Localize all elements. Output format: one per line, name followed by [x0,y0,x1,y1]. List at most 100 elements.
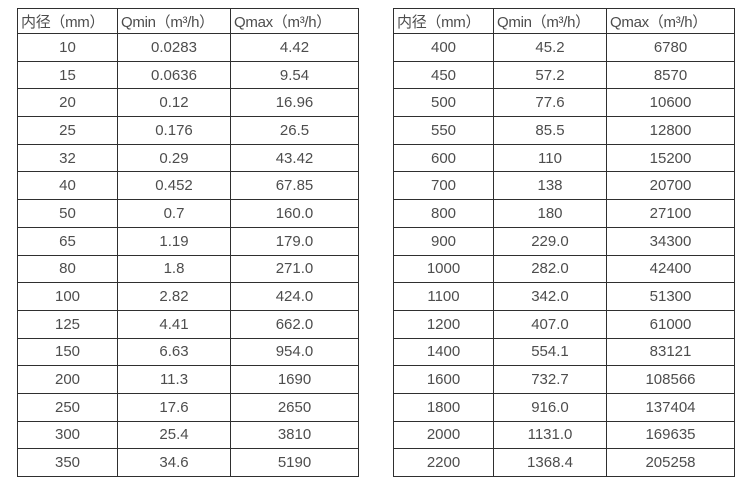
table-cell: 554.1 [493,337,607,367]
table-row: 400 45.2 6780 [393,33,735,62]
column-header: Qmax（m³/h） [230,8,359,34]
table-row: 550 85.5 12800 [393,116,735,145]
table-cell: 1100 [393,282,494,311]
table-cell: 5190 [230,448,359,477]
table-cell: 1600 [393,365,494,394]
table-cell: 11.3 [117,365,231,394]
table-cell: 26.5 [230,116,359,145]
table-cell: 0.452 [117,171,231,201]
table-row: 350 34.6 5190 [17,448,359,477]
table-cell: 125 [17,309,118,339]
table-row: 50 0.7 160.0 [17,199,359,228]
table-cell: 138 [493,171,607,201]
table-cell: 80 [17,254,118,284]
table-cell: 110 [493,143,607,173]
table-cell: 0.0636 [117,60,231,90]
table-cell: 180 [493,199,607,228]
table-cell: 160.0 [230,199,359,228]
table-cell: 10 [17,33,118,62]
table-cell: 400 [393,33,494,62]
table-cell: 42400 [606,254,735,284]
table-row: 600 110 15200 [393,143,735,173]
table-cell: 4.42 [230,33,359,62]
table-cell: 250 [17,392,118,422]
table-row: 2000 1131.0 169635 [393,420,735,450]
column-header: Qmax（m³/h） [606,8,735,34]
table-row: 65 1.19 179.0 [17,226,359,256]
table-row: 15 0.0636 9.54 [17,60,359,90]
table-cell: 8570 [606,60,735,90]
table-cell: 3810 [230,420,359,450]
table-cell: 27100 [606,199,735,228]
table-cell: 2.82 [117,282,231,311]
table-cell: 20700 [606,171,735,201]
table-row: 250 17.6 2650 [17,392,359,422]
table-cell: 424.0 [230,282,359,311]
table-cell: 229.0 [493,226,607,256]
column-header: 内径（mm） [17,8,118,34]
table-cell: 77.6 [493,88,607,118]
table-row: 200 11.3 1690 [17,365,359,394]
table-cell: 6780 [606,33,735,62]
table-cell: 10600 [606,88,735,118]
table-cell: 900 [393,226,494,256]
column-header: Qmin（m³/h） [117,8,231,34]
table-cell: 1.8 [117,254,231,284]
column-header: Qmin（m³/h） [493,8,607,34]
table-cell: 15 [17,60,118,90]
table-row: 300 25.4 3810 [17,420,359,450]
table-cell: 2200 [393,448,494,477]
table-cell: 51300 [606,282,735,311]
table-cell: 32 [17,143,118,173]
table-row: 800 180 27100 [393,199,735,228]
table-cell: 550 [393,116,494,145]
table-cell: 85.5 [493,116,607,145]
table-cell: 732.7 [493,365,607,394]
table-cell: 282.0 [493,254,607,284]
table-cell: 12800 [606,116,735,145]
table-row: 450 57.2 8570 [393,60,735,90]
table-cell: 0.0283 [117,33,231,62]
table-cell: 800 [393,199,494,228]
table-cell: 61000 [606,309,735,339]
table-cell: 0.12 [117,88,231,118]
table-cell: 34.6 [117,448,231,477]
table-row: 150 6.63 954.0 [17,337,359,367]
table-cell: 100 [17,282,118,311]
table-cell: 200 [17,365,118,394]
table-row: 100 2.82 424.0 [17,282,359,311]
table-cell: 45.2 [493,33,607,62]
table-cell: 205258 [606,448,735,477]
table-cell: 16.96 [230,88,359,118]
table-row: 20 0.12 16.96 [17,88,359,118]
table-cell: 1400 [393,337,494,367]
header-row: 内径（mm） Qmin（m³/h） Qmax（m³/h） [393,8,735,34]
table-cell: 50 [17,199,118,228]
table-cell: 179.0 [230,226,359,256]
table-row: 1800 916.0 137404 [393,392,735,422]
table-cell: 4.41 [117,309,231,339]
table-cell: 57.2 [493,60,607,90]
table-cell: 500 [393,88,494,118]
table-row: 40 0.452 67.85 [17,171,359,201]
table-cell: 1000 [393,254,494,284]
tables-container: 内径（mm） Qmin（m³/h） Qmax（m³/h） 10 0.0283 4.42 15… [17,8,750,477]
table-cell: 916.0 [493,392,607,422]
table-cell: 600 [393,143,494,173]
table-cell: 34300 [606,226,735,256]
table-cell: 2000 [393,420,494,450]
table-cell: 300 [17,420,118,450]
table-cell: 150 [17,337,118,367]
table-cell: 1800 [393,392,494,422]
table-row: 32 0.29 43.42 [17,143,359,173]
table-cell: 20 [17,88,118,118]
header-row: 内径（mm） Qmin（m³/h） Qmax（m³/h） [17,8,359,34]
table-cell: 0.7 [117,199,231,228]
table-row: 1100 342.0 51300 [393,282,735,311]
table-cell: 2650 [230,392,359,422]
table-cell: 17.6 [117,392,231,422]
table-cell: 25.4 [117,420,231,450]
table-cell: 0.29 [117,143,231,173]
table-cell: 954.0 [230,337,359,367]
